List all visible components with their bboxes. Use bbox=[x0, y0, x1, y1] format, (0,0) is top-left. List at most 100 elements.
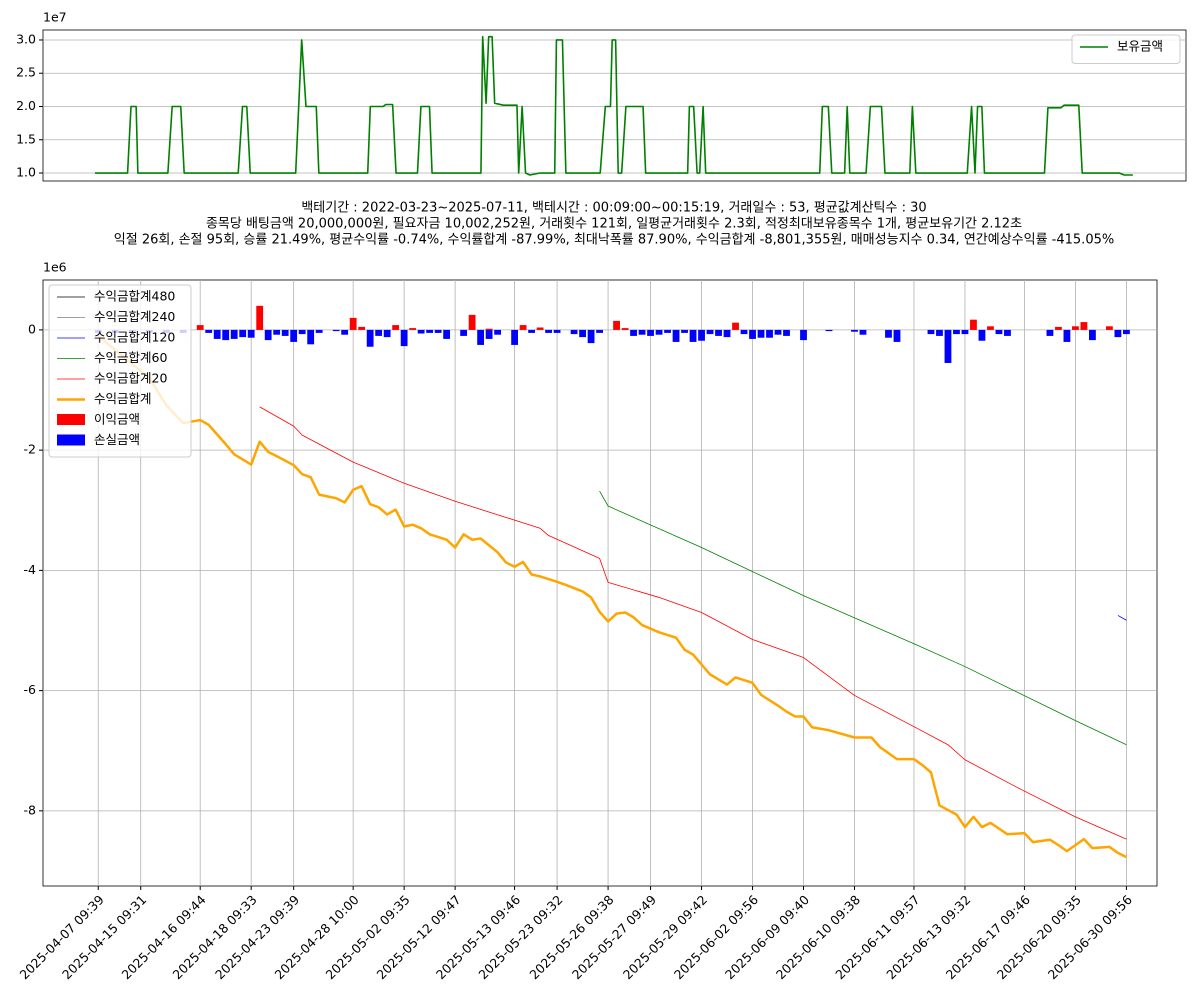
bar bbox=[672, 329, 680, 342]
bar bbox=[1123, 329, 1130, 335]
bar bbox=[400, 329, 408, 347]
y-tick-label: -2 bbox=[24, 442, 36, 457]
plot-frame bbox=[42, 279, 1158, 887]
y-tick-label: 1.5 bbox=[16, 131, 36, 146]
bar bbox=[392, 325, 400, 330]
bar bbox=[511, 329, 519, 345]
line bbox=[1117, 615, 1127, 621]
legend-label: 손실금액 bbox=[94, 432, 140, 447]
bar bbox=[927, 329, 935, 335]
bar bbox=[485, 328, 493, 330]
bar bbox=[630, 329, 637, 336]
bar bbox=[570, 329, 578, 335]
bar bbox=[443, 329, 451, 339]
bar bbox=[800, 329, 807, 341]
bar bbox=[766, 329, 773, 338]
bar bbox=[1055, 326, 1062, 330]
bar bbox=[851, 329, 858, 332]
bar bbox=[349, 317, 357, 330]
bar bbox=[936, 329, 943, 336]
bar bbox=[409, 328, 417, 330]
bar bbox=[426, 329, 434, 333]
bar bbox=[332, 329, 340, 332]
bar bbox=[358, 326, 366, 330]
summary-line: 종목당 배팅금액 20,000,000원, 필요자금 10,002,252원, … bbox=[206, 217, 1022, 232]
y-tick-label: 2.0 bbox=[16, 98, 36, 113]
bar bbox=[205, 329, 213, 333]
y-tick-label: -8 bbox=[24, 802, 37, 817]
legend-label: 이익금액 bbox=[94, 412, 140, 427]
bar bbox=[519, 325, 527, 330]
axis-offset-label: 1e7 bbox=[43, 10, 67, 25]
bar bbox=[434, 329, 442, 333]
bar bbox=[553, 329, 561, 333]
y-tick-label: 3.0 bbox=[16, 31, 36, 46]
bar bbox=[239, 329, 247, 338]
bar bbox=[995, 329, 1003, 335]
bar bbox=[264, 329, 272, 341]
bar bbox=[315, 329, 323, 333]
bar bbox=[621, 328, 629, 330]
bar bbox=[681, 329, 688, 333]
bar bbox=[1080, 322, 1088, 330]
bar bbox=[281, 329, 289, 336]
bar bbox=[536, 327, 544, 330]
x-tick-label: 2025-05-23 09:32 bbox=[475, 892, 565, 982]
bar bbox=[528, 329, 535, 333]
bar bbox=[307, 329, 315, 345]
bar bbox=[468, 314, 476, 330]
bar bbox=[366, 329, 374, 347]
legend: 수익금합계480 수익금합계240 수익금합계120 수익금합계60 수익금합계20 수익… bbox=[48, 284, 192, 458]
bar bbox=[1106, 326, 1113, 330]
bar bbox=[825, 329, 833, 332]
bar bbox=[706, 329, 714, 335]
legend-swatch bbox=[57, 414, 85, 425]
bar bbox=[1063, 329, 1071, 342]
x-tick-label: 2025-06-30 09:56 bbox=[1045, 892, 1135, 982]
bar bbox=[587, 329, 595, 344]
bar bbox=[732, 322, 739, 330]
bar bbox=[196, 325, 204, 330]
bar bbox=[664, 329, 671, 333]
bar bbox=[256, 305, 264, 330]
bar bbox=[1114, 329, 1122, 338]
bar bbox=[290, 329, 298, 342]
bar bbox=[383, 329, 391, 338]
bar bbox=[494, 329, 502, 335]
bar bbox=[698, 329, 705, 341]
bar bbox=[885, 329, 892, 338]
bar bbox=[247, 329, 255, 338]
bar bbox=[944, 329, 952, 363]
bar bbox=[222, 329, 230, 341]
bar bbox=[273, 329, 281, 335]
bar bbox=[757, 329, 765, 338]
bar bbox=[1046, 329, 1054, 336]
bar bbox=[647, 329, 654, 336]
x-tick-label: 2025-05-02 09:35 bbox=[322, 892, 412, 982]
bar bbox=[485, 329, 493, 339]
axis-offset-label: 1e6 bbox=[43, 260, 67, 275]
bar bbox=[638, 329, 646, 335]
bar bbox=[961, 329, 969, 335]
bar bbox=[298, 329, 306, 335]
bar bbox=[749, 329, 756, 339]
legend-label: 보유금액 bbox=[1117, 39, 1163, 54]
bar bbox=[341, 329, 349, 335]
bar bbox=[477, 329, 485, 345]
bar bbox=[213, 329, 221, 339]
bar bbox=[978, 329, 986, 341]
bar bbox=[893, 329, 901, 342]
bar bbox=[740, 329, 748, 335]
bar bbox=[460, 329, 468, 336]
legend-label: 수익금합계60 bbox=[94, 350, 167, 365]
y-tick-label: -6 bbox=[24, 682, 37, 697]
bar bbox=[723, 329, 731, 338]
bar bbox=[1072, 326, 1079, 330]
legend-swatch bbox=[57, 434, 85, 446]
plot-frame bbox=[42, 29, 1187, 182]
x-tick-label: 2025-05-29 09:42 bbox=[620, 892, 710, 982]
bar bbox=[689, 329, 697, 342]
bar bbox=[859, 329, 867, 335]
